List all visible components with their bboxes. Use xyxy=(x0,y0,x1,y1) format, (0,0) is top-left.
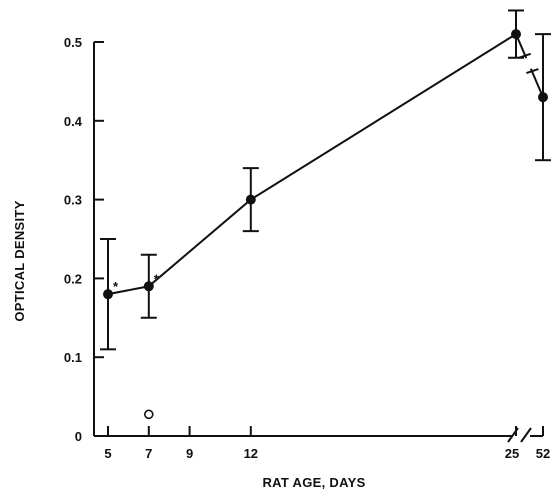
x-tick-label: 7 xyxy=(145,446,152,461)
x-axis-break-mark xyxy=(520,427,532,443)
data-series: ** xyxy=(100,9,551,420)
x-tick-label: 52 xyxy=(536,446,550,461)
data-point xyxy=(511,29,521,40)
x-tick-label: 5 xyxy=(104,446,111,461)
y-tick-label: 0.5 xyxy=(64,35,82,50)
x-tick-label: 25 xyxy=(505,446,519,461)
open-circle-point xyxy=(144,409,154,420)
y-tick-label: 0.4 xyxy=(64,114,83,129)
y-tick-label: 0.1 xyxy=(64,350,82,365)
data-point xyxy=(103,289,113,300)
x-tick-label: 12 xyxy=(244,446,258,461)
y-tick-label: 0 xyxy=(75,429,82,444)
data-point xyxy=(245,194,256,205)
line-break-mark xyxy=(526,68,539,75)
significance-marker: * xyxy=(154,271,160,286)
series-line xyxy=(529,68,544,98)
series-line xyxy=(107,33,517,296)
data-point xyxy=(143,281,154,292)
y-tick-label: 0.2 xyxy=(64,271,82,286)
axes xyxy=(93,42,543,443)
data-point xyxy=(538,92,548,103)
significance-marker: * xyxy=(113,279,119,294)
y-axis-title: OPTICAL DENSITY xyxy=(12,200,27,321)
ticks: 0 0.1 0.2 0.3 0.4 0.5 5 7 9 12 25 52 xyxy=(64,35,550,461)
y-tick-label: 0.3 xyxy=(64,193,82,208)
x-axis-title: RAT AGE, DAYS xyxy=(262,475,365,490)
x-tick-label: 9 xyxy=(186,446,193,461)
